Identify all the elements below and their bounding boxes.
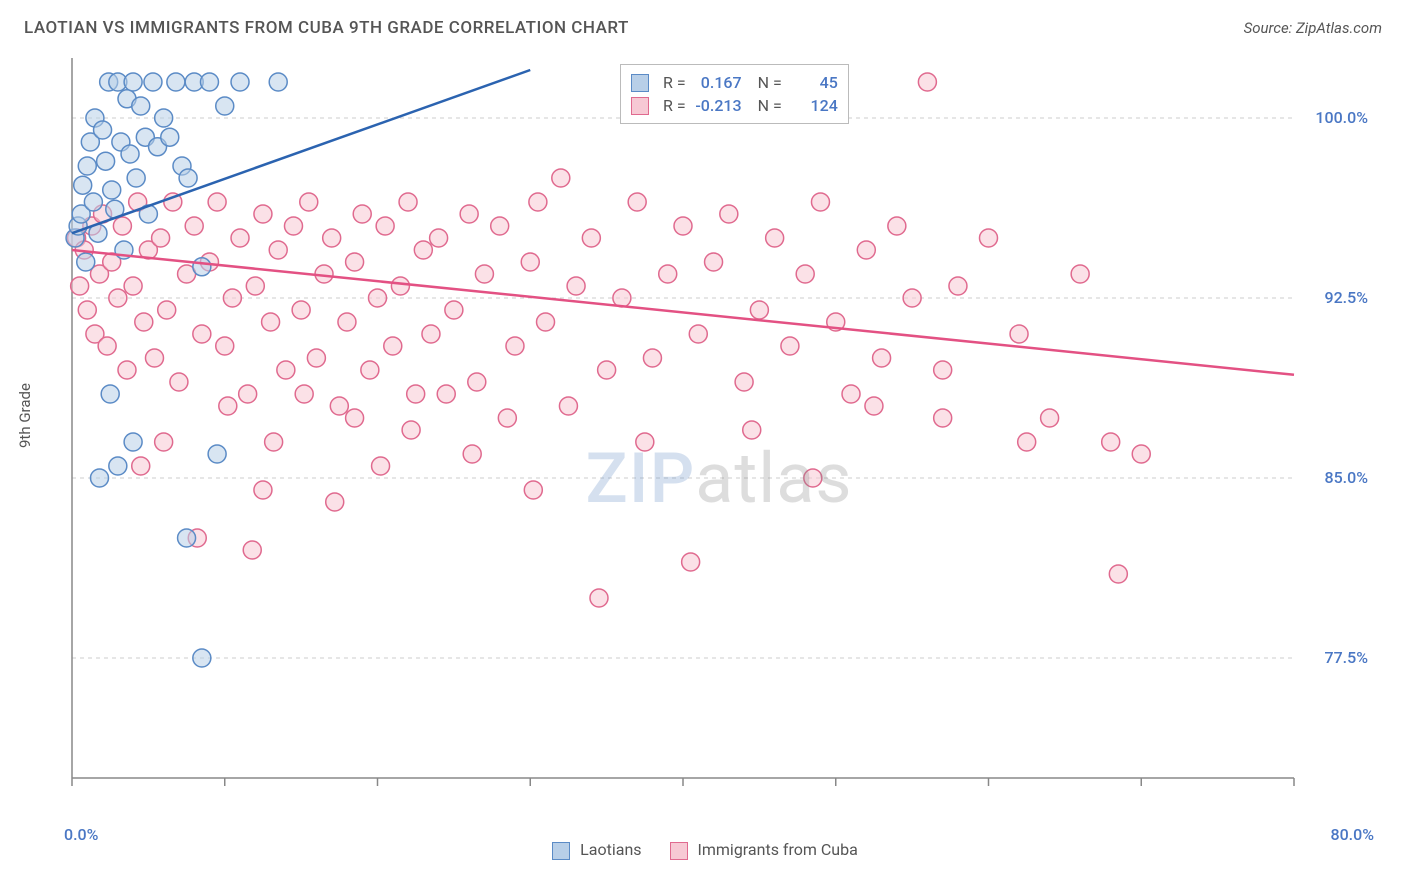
scatter-chart: 77.5% 85.0% 92.5% 100.0%	[64, 48, 1374, 818]
plot-area: 77.5%85.0%92.5%100.0% ZIPatlas R =0.167N…	[64, 48, 1374, 818]
svg-text:77.5%: 77.5%	[1324, 648, 1368, 667]
chart-title: LAOTIAN VS IMMIGRANTS FROM CUBA 9TH GRAD…	[24, 18, 629, 38]
legend-swatch-laotians	[552, 842, 570, 860]
stats-swatch-cuba	[631, 97, 649, 115]
source-label: Source: ZipAtlas.com	[1244, 19, 1382, 37]
stats-swatch-laotians	[631, 74, 649, 92]
stats-legend-box: R = 0.167 N = 45 R = -0.213 N = 124	[620, 64, 849, 124]
svg-text:100.0%: 100.0%	[1315, 108, 1368, 127]
legend-label-cuba: Immigrants from Cuba	[698, 840, 858, 859]
svg-text:92.5%: 92.5%	[1324, 288, 1368, 307]
stats-n-label: N =	[758, 73, 782, 92]
legend-swatch-cuba	[670, 842, 688, 860]
stats-r-label: R =	[663, 96, 686, 115]
stats-r-value-laotians: 0.167	[694, 73, 742, 92]
legend-item-laotians: Laotians	[552, 840, 641, 860]
legend-label-laotians: Laotians	[580, 840, 641, 859]
y-axis-label: 9th Grade	[16, 383, 34, 448]
chart-container: 9th Grade 77.5%85.0%92.5%100.0% ZIPatlas…	[20, 48, 1390, 858]
stats-n-label: N =	[758, 96, 782, 115]
stats-n-value-cuba: 124	[790, 96, 838, 115]
title-bar: LAOTIAN VS IMMIGRANTS FROM CUBA 9TH GRAD…	[0, 0, 1406, 38]
stats-n-value-laotians: 45	[790, 73, 838, 92]
svg-text:85.0%: 85.0%	[1324, 468, 1368, 487]
stats-r-label: R =	[663, 73, 686, 92]
stats-r-value-cuba: -0.213	[694, 96, 742, 115]
legend-item-cuba: Immigrants from Cuba	[670, 840, 858, 860]
stats-row-cuba: R = -0.213 N = 124	[631, 94, 838, 117]
bottom-legend: Laotians Immigrants from Cuba	[20, 840, 1390, 860]
stats-row-laotians: R = 0.167 N = 45	[631, 71, 838, 94]
